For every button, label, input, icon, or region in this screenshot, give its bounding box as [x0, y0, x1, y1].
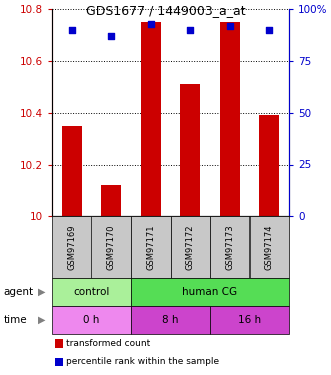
- Bar: [131, 216, 170, 278]
- Text: GSM97170: GSM97170: [107, 225, 116, 270]
- Text: control: control: [73, 287, 110, 297]
- Bar: [210, 306, 289, 334]
- Point: [227, 23, 232, 29]
- Bar: [131, 306, 210, 334]
- Text: GSM97171: GSM97171: [146, 225, 155, 270]
- Bar: [55, 339, 63, 348]
- Bar: [210, 216, 250, 278]
- Bar: [101, 185, 121, 216]
- Bar: [55, 358, 63, 366]
- Text: GSM97172: GSM97172: [186, 225, 195, 270]
- Bar: [91, 216, 131, 278]
- Text: transformed count: transformed count: [66, 339, 150, 348]
- Text: GDS1677 / 1449003_a_at: GDS1677 / 1449003_a_at: [86, 4, 245, 17]
- Text: 8 h: 8 h: [162, 315, 179, 325]
- Bar: [141, 22, 161, 216]
- Text: percentile rank within the sample: percentile rank within the sample: [66, 357, 219, 366]
- Point: [188, 27, 193, 33]
- Text: 0 h: 0 h: [83, 315, 100, 325]
- Bar: [250, 216, 289, 278]
- Bar: [52, 216, 91, 278]
- Bar: [220, 22, 240, 216]
- Text: 16 h: 16 h: [238, 315, 261, 325]
- Point: [109, 33, 114, 39]
- Text: human CG: human CG: [182, 287, 238, 297]
- Point: [266, 27, 272, 33]
- Bar: [180, 84, 200, 216]
- Bar: [62, 126, 82, 216]
- Bar: [170, 216, 210, 278]
- Text: GSM97169: GSM97169: [67, 225, 76, 270]
- Text: ▶: ▶: [38, 287, 46, 297]
- Bar: [52, 306, 131, 334]
- Text: time: time: [3, 315, 27, 325]
- Point: [69, 27, 74, 33]
- Text: agent: agent: [3, 287, 33, 297]
- Bar: [131, 278, 289, 306]
- Bar: [260, 116, 279, 216]
- Text: GSM97174: GSM97174: [265, 225, 274, 270]
- Point: [148, 21, 153, 27]
- Text: ▶: ▶: [38, 315, 46, 325]
- Bar: [52, 278, 131, 306]
- Text: GSM97173: GSM97173: [225, 224, 234, 270]
